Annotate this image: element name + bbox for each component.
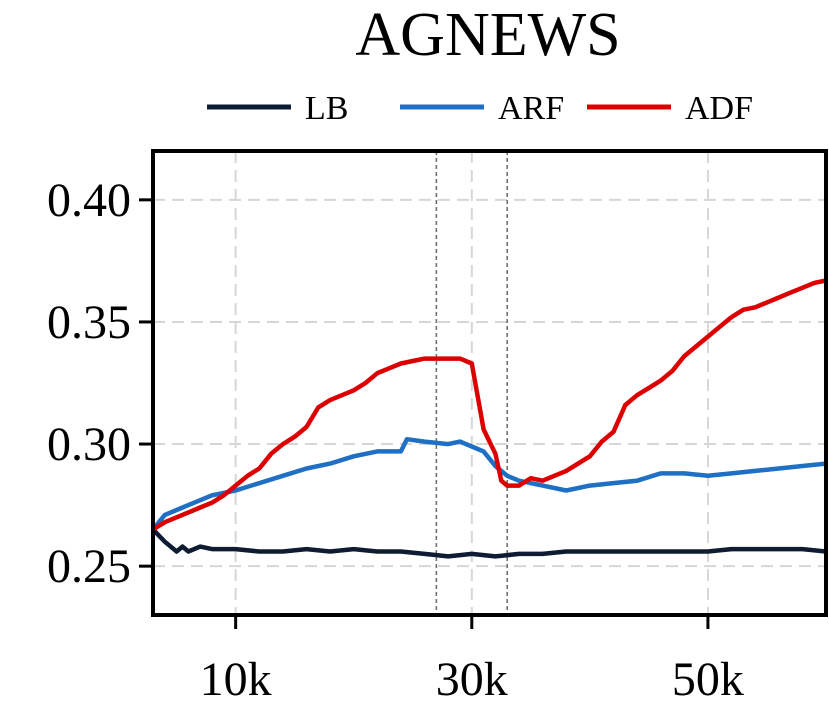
axis-tick-labels: 0.25 0.30 0.35 0.40 10k 30k 50k [47, 174, 744, 706]
y-tick-label: 0.30 [47, 418, 131, 471]
axis-ticks [139, 198, 710, 629]
chart-title: AGNEWS [355, 1, 620, 69]
y-tick-label: 0.40 [47, 174, 131, 227]
x-tick-label: 30k [436, 653, 508, 706]
legend-label-lb: LB [305, 90, 348, 127]
vertical-markers [435, 151, 509, 615]
plot-frame [151, 149, 828, 617]
series-line-lb [153, 527, 826, 559]
legend-label-adf: ADF [685, 90, 753, 127]
x-tick-label: 50k [672, 653, 744, 706]
legend: LB ARF ADF [207, 90, 753, 127]
y-tick-label: 0.25 [47, 540, 131, 593]
series-line-arf [153, 436, 826, 532]
series-line-adf [153, 278, 826, 532]
legend-label-arf: ARF [498, 90, 564, 127]
x-tick-label: 10k [200, 653, 272, 706]
series-lines [153, 278, 826, 559]
y-tick-label: 0.35 [47, 296, 131, 349]
grid [153, 151, 826, 615]
